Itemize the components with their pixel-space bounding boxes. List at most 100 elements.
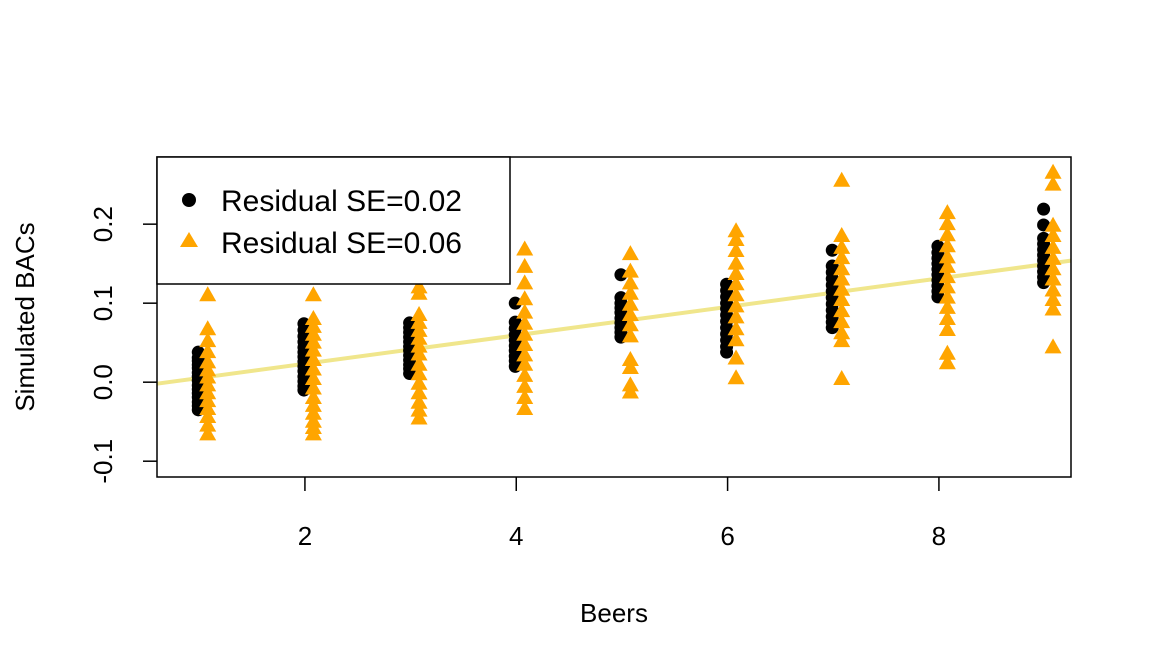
legend-label: Residual SE=0.06 [221, 227, 462, 260]
data-point-triangle [410, 365, 428, 381]
data-point-triangle [938, 226, 956, 242]
data-point-triangle [621, 327, 639, 343]
legend-marker-circle [182, 193, 196, 207]
data-point-triangle [727, 222, 745, 238]
data-point-circle [1037, 202, 1051, 216]
data-point-circle [508, 296, 522, 310]
data-point-triangle [199, 376, 217, 392]
data-point-triangle [727, 349, 745, 365]
data-point-triangle [938, 237, 956, 253]
data-point-triangle [304, 425, 322, 441]
data-point-triangle [938, 309, 956, 325]
data-point-triangle [199, 384, 217, 400]
y-tick-label: -0.1 [88, 439, 118, 484]
y-axis-title: Simulated BACs [10, 222, 40, 411]
data-point-triangle [304, 351, 322, 367]
data-point-triangle [833, 291, 851, 307]
data-point-triangle [938, 321, 956, 337]
data-point-triangle [833, 171, 851, 187]
data-point-triangle [727, 275, 745, 291]
data-point-triangle [304, 309, 322, 325]
data-point-triangle [938, 215, 956, 231]
data-point-triangle [621, 316, 639, 332]
data-point-triangle [833, 324, 851, 340]
data-point-triangle [938, 278, 956, 294]
data-point-triangle [727, 308, 745, 324]
data-point-triangle [410, 313, 428, 329]
data-point-triangle [1044, 291, 1062, 307]
data-point-triangle [727, 320, 745, 336]
data-point-triangle [1044, 260, 1062, 276]
data-point-triangle [304, 379, 322, 395]
data-point-triangle [1044, 216, 1062, 232]
data-point-triangle [410, 321, 428, 337]
data-point-triangle [727, 242, 745, 258]
data-point-triangle [938, 204, 956, 220]
data-point-circle [614, 268, 628, 282]
x-tick-label: 8 [932, 521, 946, 551]
data-point-triangle [304, 396, 322, 412]
data-point-triangle [304, 388, 322, 404]
data-point-triangle [516, 290, 534, 306]
data-point-triangle [199, 353, 217, 369]
data-point-triangle [516, 355, 534, 371]
data-point-triangle [727, 230, 745, 246]
data-point-triangle [833, 332, 851, 348]
data-point-triangle [833, 313, 851, 329]
data-point-triangle [621, 274, 639, 290]
data-point-circle [1037, 276, 1051, 290]
data-point-triangle [304, 404, 322, 420]
data-point-triangle [727, 286, 745, 302]
data-point-triangle [938, 288, 956, 304]
data-point-triangle [833, 260, 851, 276]
x-tick-label: 4 [509, 521, 523, 551]
data-point-triangle [833, 280, 851, 296]
data-point-triangle [938, 344, 956, 360]
data-point-triangle [833, 270, 851, 286]
data-point-triangle [410, 284, 428, 300]
data-point-triangle [833, 370, 851, 386]
data-point-triangle [1044, 238, 1062, 254]
data-point-triangle [938, 298, 956, 314]
data-point-triangle [516, 240, 534, 256]
data-point-triangle [410, 384, 428, 400]
data-point-triangle [199, 368, 217, 384]
data-point-triangle [199, 392, 217, 408]
legend-marker-triangle [180, 232, 198, 247]
data-point-triangle [727, 331, 745, 347]
data-point-triangle [621, 306, 639, 322]
data-point-triangle [410, 337, 428, 353]
data-point-triangle [410, 393, 428, 409]
y-tick-label: 0.2 [88, 206, 118, 242]
x-tick-label: 6 [720, 521, 734, 551]
data-point-triangle [621, 262, 639, 278]
data-point-triangle [199, 425, 217, 441]
data-point-triangle [1044, 227, 1062, 243]
data-point-triangle [199, 332, 217, 348]
data-point-triangle [410, 329, 428, 345]
x-axis: 2 4 6 8 [298, 477, 946, 551]
data-point-triangle [516, 400, 534, 416]
data-point-triangle [621, 245, 639, 261]
data-point-triangle [410, 355, 428, 371]
data-point-triangle [516, 346, 534, 362]
data-point-triangle [304, 317, 322, 333]
data-point-triangle [199, 416, 217, 432]
legend-box [156, 156, 511, 285]
data-point-triangle [833, 238, 851, 254]
data-point-triangle [833, 249, 851, 265]
data-point-triangle [199, 320, 217, 336]
data-point-triangle [938, 257, 956, 273]
data-point-triangle [516, 377, 534, 393]
data-point-triangle [1044, 281, 1062, 297]
data-point-triangle [516, 257, 534, 273]
data-point-triangle [516, 336, 534, 352]
data-point-triangle [304, 325, 322, 341]
data-point-triangle [304, 341, 322, 357]
data-point-triangle [833, 302, 851, 318]
plot-frame [156, 156, 1072, 478]
data-point-triangle [727, 264, 745, 280]
data-point-triangle [199, 400, 217, 416]
y-axis: -0.1 0.0 0.1 0.2 [88, 206, 157, 484]
